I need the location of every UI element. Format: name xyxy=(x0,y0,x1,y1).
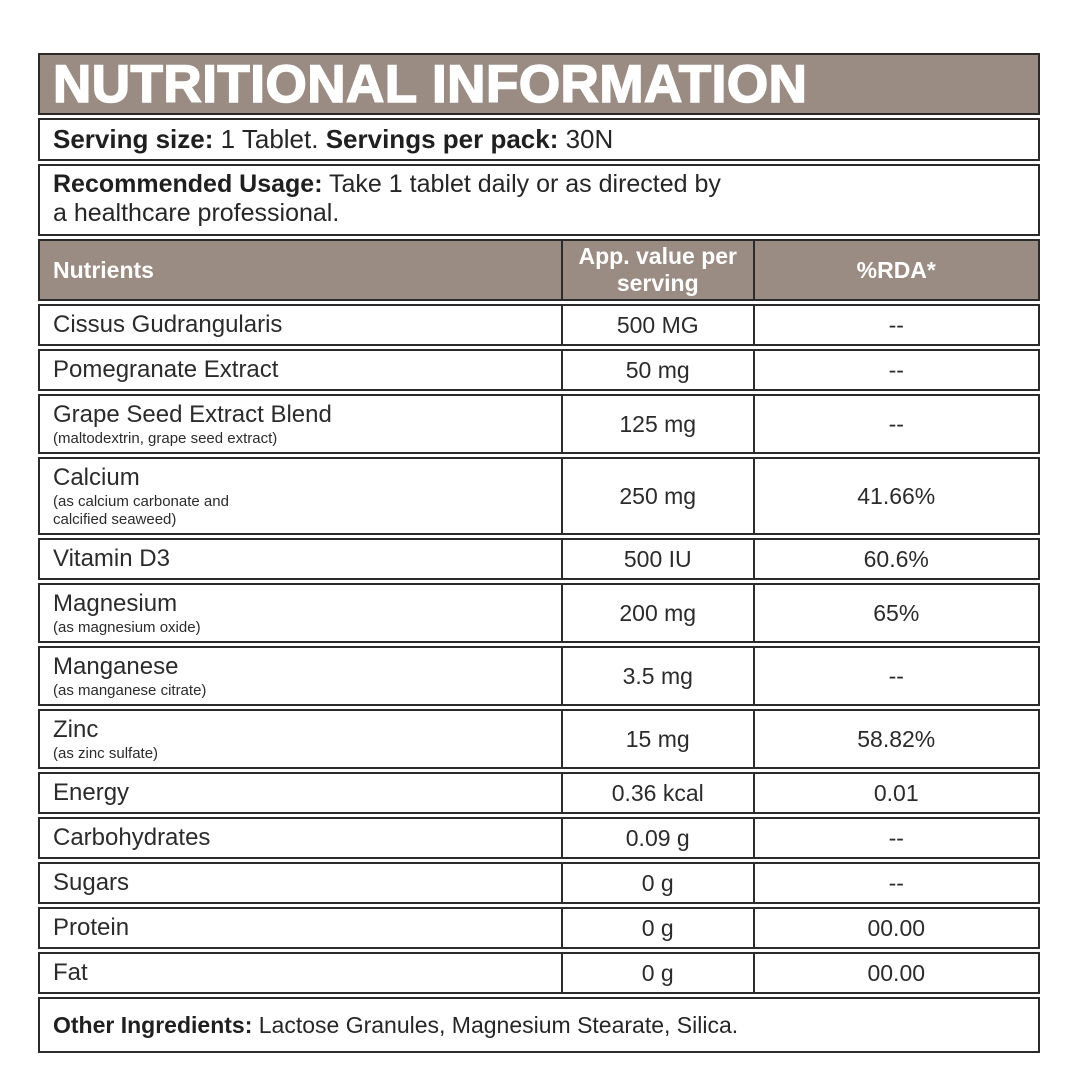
nutrient-rda: -- xyxy=(888,869,904,896)
nutrient-name: Carbohydrates xyxy=(53,824,211,851)
other-ingredients-text: Lactose Granules, Magnesium Stearate, Si… xyxy=(258,1011,739,1038)
servings-per-pack-value: 30N xyxy=(565,124,614,154)
other-ingredients-label: Other Ingredients: xyxy=(53,1011,253,1038)
nutrient-value: 125 mg xyxy=(619,410,697,437)
header-app-value: App. value per serving xyxy=(563,241,755,299)
serving-size-label: Serving size: xyxy=(53,124,214,154)
nutrient-value: 0.36 kcal xyxy=(611,779,704,806)
table-row: Carbohydrates 0.09 g -- xyxy=(38,817,1040,859)
table-row: Calcium (as calcium carbonate and calcif… xyxy=(38,457,1040,535)
recommended-usage-row: Recommended Usage: Take 1 tablet daily o… xyxy=(38,164,1040,236)
nutrient-subtext: (as manganese citrate) xyxy=(53,682,207,699)
table-body: Cissus Gudrangularis 500 MG -- Pomegrana… xyxy=(38,304,1040,994)
nutrient-subtext: (maltodextrin, grape seed extract) xyxy=(53,430,278,447)
nutrient-name: Grape Seed Extract Blend xyxy=(53,401,332,428)
servings-per-pack-label: Servings per pack: xyxy=(325,124,559,154)
nutrient-value: 15 mg xyxy=(625,725,690,752)
table-row: Cissus Gudrangularis 500 MG -- xyxy=(38,304,1040,346)
nutrient-subtext: (as magnesium oxide) xyxy=(53,619,201,636)
page-title: NUTRITIONAL INFORMATION xyxy=(52,54,808,115)
nutrient-rda: 41.66% xyxy=(857,482,936,509)
nutrient-name: Calcium xyxy=(53,464,140,491)
nutrient-rda: -- xyxy=(888,662,904,689)
nutrient-value: 3.5 mg xyxy=(622,662,693,689)
nutrient-value: 0 g xyxy=(641,869,674,896)
nutrient-rda: -- xyxy=(888,356,904,383)
nutrient-rda: -- xyxy=(888,824,904,851)
nutrient-name: Sugars xyxy=(53,869,130,896)
nutrient-name: Cissus Gudrangularis xyxy=(53,311,283,338)
nutrient-rda: -- xyxy=(888,311,904,338)
other-ingredients-row: Other Ingredients: Lactose Granules, Mag… xyxy=(38,997,1040,1053)
nutrient-name: Vitamin D3 xyxy=(53,545,170,572)
table-header: Nutrients App. value per serving %RDA* xyxy=(38,239,1040,301)
nutrient-value: 0 g xyxy=(641,914,674,941)
nutrient-name: Manganese xyxy=(53,653,179,680)
table-row: Fat 0 g 00.00 xyxy=(38,952,1040,994)
nutrient-name: Magnesium xyxy=(53,590,178,617)
nutrient-rda: 00.00 xyxy=(867,959,926,986)
usage-label: Recommended Usage: xyxy=(53,170,323,198)
table-row: Manganese (as manganese citrate) 3.5 mg … xyxy=(38,646,1040,706)
nutrient-rda: 60.6% xyxy=(863,545,929,572)
nutrient-value: 500 MG xyxy=(616,311,699,338)
title-band: NUTRITIONAL INFORMATION xyxy=(38,53,1040,115)
nutrient-value: 50 mg xyxy=(625,356,690,383)
nutrient-name: Fat xyxy=(53,959,88,986)
serving-row: Serving size: 1 Tablet. Servings per pac… xyxy=(38,118,1040,161)
header-nutrients: Nutrients xyxy=(40,241,563,299)
table-row: Vitamin D3 500 IU 60.6% xyxy=(38,538,1040,580)
nutrient-rda: 58.82% xyxy=(857,725,936,752)
usage-text: Take 1 tablet daily or as directed by a … xyxy=(53,170,721,227)
nutrient-subtext: (as zinc sulfate) xyxy=(53,745,159,762)
nutrient-subtext: (as calcium carbonate and calcified seaw… xyxy=(53,493,229,528)
table-row: Sugars 0 g -- xyxy=(38,862,1040,904)
nutrient-value: 0.09 g xyxy=(625,824,690,851)
nutrient-name: Energy xyxy=(53,779,130,806)
table-row: Pomegranate Extract 50 mg -- xyxy=(38,349,1040,391)
table-row: Grape Seed Extract Blend (maltodextrin, … xyxy=(38,394,1040,454)
table-row: Magnesium (as magnesium oxide) 200 mg 65… xyxy=(38,583,1040,643)
table-row: Zinc (as zinc sulfate) 15 mg 58.82% xyxy=(38,709,1040,769)
table-row: Energy 0.36 kcal 0.01 xyxy=(38,772,1040,814)
nutrient-value: 250 mg xyxy=(619,482,697,509)
nutrient-rda: 00.00 xyxy=(867,914,926,941)
nutrient-rda: -- xyxy=(888,410,904,437)
nutrient-name: Zinc xyxy=(53,716,99,743)
nutrient-name: Pomegranate Extract xyxy=(53,356,279,383)
nutrient-value: 500 IU xyxy=(623,545,692,572)
serving-size-value: 1 Tablet. xyxy=(220,124,319,154)
header-rda: %RDA* xyxy=(856,256,936,283)
nutrient-rda: 0.01 xyxy=(873,779,919,806)
nutrition-label: NUTRITIONAL INFORMATION Serving size: 1 … xyxy=(38,53,1040,1053)
nutrient-name: Protein xyxy=(53,914,130,941)
nutrient-value: 200 mg xyxy=(619,599,697,626)
nutrient-value: 0 g xyxy=(641,959,674,986)
nutrient-rda: 65% xyxy=(873,599,920,626)
table-row: Protein 0 g 00.00 xyxy=(38,907,1040,949)
